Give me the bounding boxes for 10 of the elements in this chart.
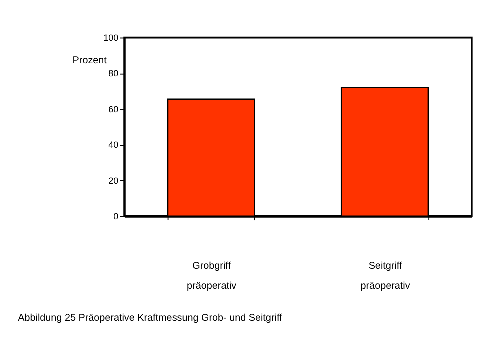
y-tick-label: 0 [114, 212, 119, 222]
x-tick-label: Seitgriff präoperativ [360, 261, 410, 292]
y-tick-label: 40 [108, 140, 119, 150]
text: Abbildung 25 Präoperative Kraftmessung Grob- und Seitgriff [18, 313, 283, 324]
y-axis-title: Prozent [72, 56, 108, 67]
y-tick-label: 80 [108, 68, 119, 79]
y-tick-label: 20 [108, 176, 119, 186]
y-tick-label: 60 [108, 104, 119, 114]
x-tick-label: Grobgriff präoperativ [187, 261, 237, 292]
y-tick-label: 100 [104, 32, 119, 43]
